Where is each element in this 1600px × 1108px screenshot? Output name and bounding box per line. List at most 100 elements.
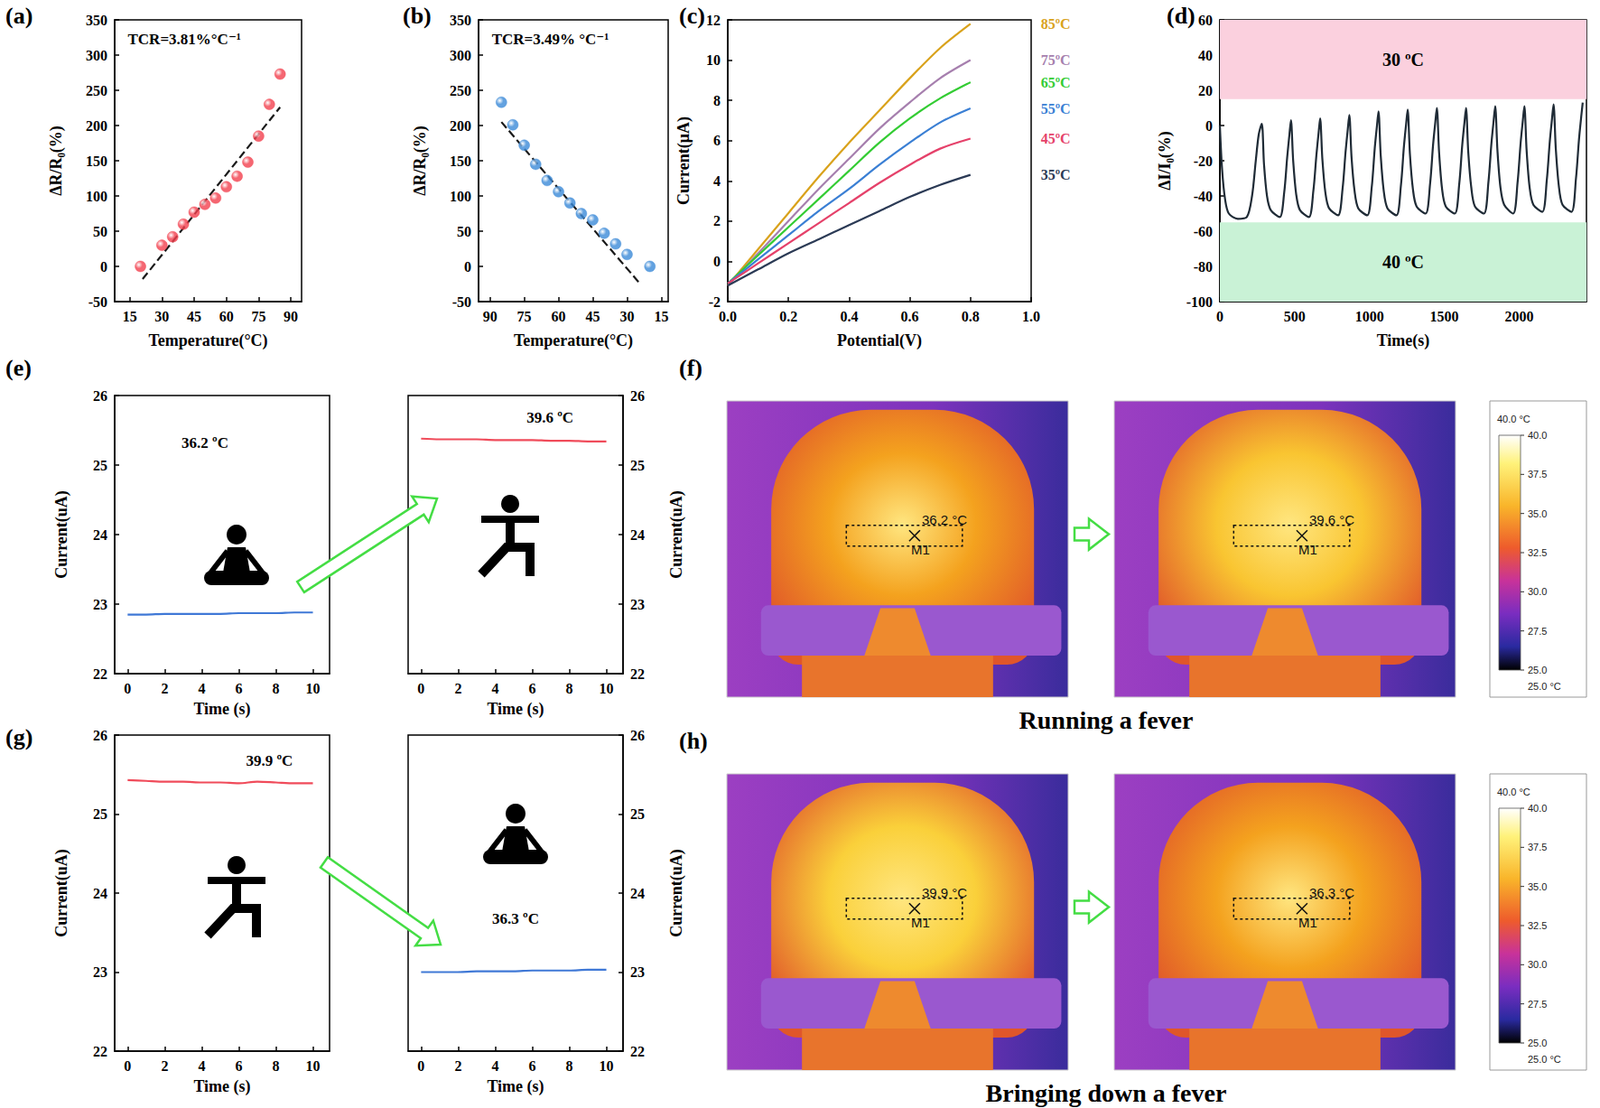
svg-text:100: 100 [85,188,108,205]
svg-text:4: 4 [491,1058,499,1074]
svg-text:Current(μA): Current(μA) [674,116,694,205]
svg-text:36.3 ºC: 36.3 ºC [492,910,540,928]
svg-text:35.0: 35.0 [1527,881,1547,893]
svg-text:-50: -50 [88,294,108,310]
svg-text:8: 8 [566,1058,574,1074]
svg-text:26: 26 [630,727,645,744]
svg-text:10: 10 [599,1058,614,1074]
svg-text:350: 350 [449,12,472,28]
svg-text:0.2: 0.2 [779,308,798,325]
svg-text:0.6: 0.6 [901,308,920,325]
svg-text:6: 6 [234,680,242,697]
svg-text:Time(s): Time(s) [1376,331,1431,351]
svg-text:37.5: 37.5 [1527,468,1547,480]
svg-text:350: 350 [85,12,108,28]
svg-text:50: 50 [456,223,472,240]
svg-text:32.5: 32.5 [1527,547,1547,559]
svg-text:300: 300 [85,47,108,64]
svg-text:26: 26 [630,388,645,404]
svg-text:Time (s): Time (s) [486,1077,544,1097]
svg-text:24: 24 [630,885,645,902]
svg-text:(a): (a) [5,2,33,29]
svg-text:200: 200 [85,118,108,134]
svg-text:2: 2 [160,680,168,697]
svg-text:27.5: 27.5 [1527,998,1547,1010]
svg-text:0: 0 [1205,118,1213,134]
svg-text:25: 25 [93,806,108,822]
svg-text:(d): (d) [1166,2,1196,29]
svg-text:30.0: 30.0 [1527,586,1547,597]
svg-text:30 ºC: 30 ºC [1382,49,1424,70]
svg-text:-20: -20 [1193,153,1213,169]
svg-text:15: 15 [653,308,669,325]
svg-text:60: 60 [219,308,234,325]
svg-text:Current(uA): Current(uA) [667,490,687,579]
svg-text:150: 150 [85,153,108,169]
svg-text:ΔR/R₀(%): ΔR/R₀(%) [46,125,66,196]
svg-text:75: 75 [251,308,266,325]
svg-text:50: 50 [93,223,108,240]
svg-text:2: 2 [454,1058,462,1074]
svg-text:26: 26 [93,727,108,744]
svg-text:M1: M1 [1298,541,1318,558]
svg-text:30: 30 [154,308,169,325]
svg-text:-100: -100 [1186,294,1213,310]
svg-text:40: 40 [1198,47,1213,64]
svg-text:27.5: 27.5 [1527,625,1547,637]
svg-text:-80: -80 [1193,259,1213,275]
svg-text:ΔR/R₀(%): ΔR/R₀(%) [410,125,430,196]
svg-text:0: 0 [464,259,472,275]
svg-text:8: 8 [566,680,574,697]
svg-text:23: 23 [630,596,645,613]
svg-text:(e): (e) [5,354,32,382]
svg-text:Time (s): Time (s) [193,1077,251,1097]
svg-text:22: 22 [93,666,108,682]
svg-text:8: 8 [713,93,721,109]
svg-text:35.0: 35.0 [1527,508,1547,520]
svg-text:200: 200 [449,118,472,134]
svg-text:40.0: 40.0 [1527,802,1547,814]
svg-text:(g): (g) [5,724,33,751]
svg-text:90: 90 [483,308,498,325]
svg-text:6: 6 [528,680,536,697]
svg-text:25: 25 [630,457,645,474]
svg-text:1500: 1500 [1430,308,1460,325]
svg-text:60: 60 [1198,12,1213,28]
svg-text:TCR=3.81%°C⁻¹: TCR=3.81%°C⁻¹ [127,30,241,48]
svg-text:45ºC: 45ºC [1041,130,1071,147]
svg-text:36.2 ºC: 36.2 ºC [181,434,229,452]
svg-text:150: 150 [449,153,472,169]
svg-text:23: 23 [93,596,108,613]
svg-text:35ºC: 35ºC [1041,167,1071,183]
svg-text:0: 0 [123,1058,131,1074]
svg-text:25.0 °C: 25.0 °C [1527,1053,1562,1065]
svg-text:45: 45 [186,308,202,325]
svg-text:2: 2 [713,213,721,229]
svg-text:0.0: 0.0 [718,308,737,325]
svg-text:23: 23 [630,964,645,980]
svg-text:25: 25 [93,457,108,474]
svg-text:4: 4 [197,680,205,697]
svg-text:45: 45 [586,308,601,325]
svg-text:Current(uA): Current(uA) [667,848,687,938]
svg-text:39.6 °C: 39.6 °C [1309,511,1355,528]
svg-text:6: 6 [528,1058,536,1074]
svg-text:85ºC: 85ºC [1041,16,1071,32]
svg-text:22: 22 [93,1043,108,1060]
svg-text:24: 24 [93,527,108,543]
svg-text:23: 23 [93,964,108,980]
svg-text:36.3 °C: 36.3 °C [1309,884,1355,901]
svg-text:6: 6 [713,132,721,149]
svg-text:75ºC: 75ºC [1041,52,1071,68]
svg-text:M1: M1 [911,541,931,558]
svg-text:24: 24 [93,885,108,902]
svg-text:250: 250 [85,83,108,99]
svg-text:0: 0 [417,1058,425,1074]
svg-text:24: 24 [630,527,645,543]
svg-text:-2: -2 [708,294,721,310]
svg-text:32.5: 32.5 [1527,920,1547,931]
svg-text:39.9 ºC: 39.9 ºC [245,752,293,770]
svg-text:0.4: 0.4 [839,308,858,325]
svg-text:2: 2 [454,680,462,697]
svg-text:(b): (b) [402,2,432,29]
